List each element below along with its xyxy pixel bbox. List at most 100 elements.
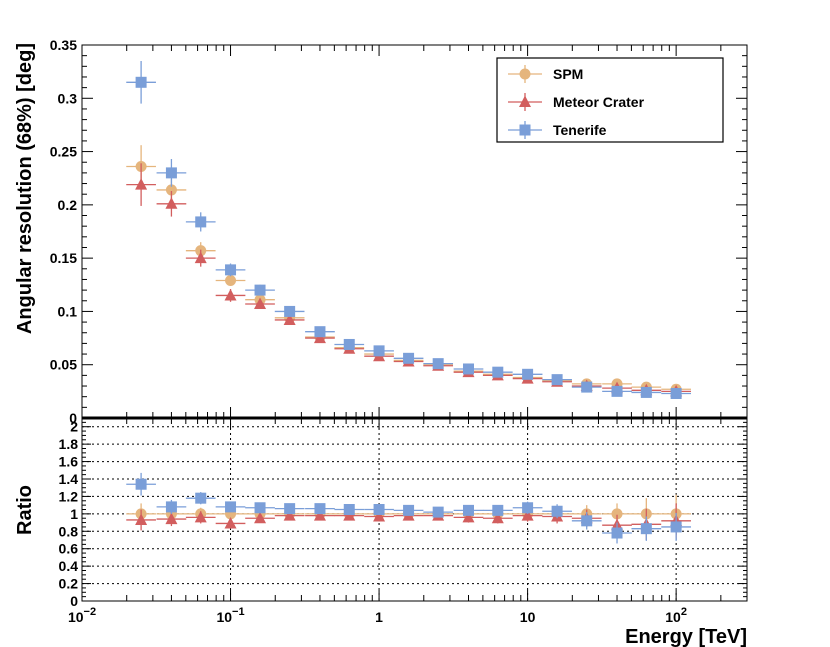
x-axis-tick-labels: 10−2 10−1 1 10 102: [68, 606, 687, 625]
data-point: [462, 504, 474, 516]
data-point: [254, 502, 266, 514]
bottom-y-tick-label: 1.6: [59, 454, 79, 470]
data-point: [432, 358, 444, 370]
data-point: [611, 508, 623, 520]
bottom-y-tick-label: 1.4: [59, 471, 79, 487]
top-y-tick-label: 0.2: [58, 197, 78, 213]
data-point: [135, 478, 147, 490]
data-point: [522, 502, 534, 514]
data-point: [195, 492, 207, 504]
data-point: [343, 504, 355, 515]
bottom-y-tick-label: 0.8: [59, 523, 79, 539]
data-point: [313, 509, 326, 521]
data-point: [581, 381, 593, 393]
bottom-y-tick-label: 0.6: [59, 541, 79, 557]
data-point: [225, 264, 237, 276]
data-point: [403, 352, 415, 364]
data-point: [284, 503, 296, 515]
data-point: [283, 313, 296, 325]
data-point: [135, 178, 148, 190]
ratio-series-tenerife: [126, 472, 691, 544]
bottom-y-tick-label: 0.4: [59, 558, 79, 574]
legend: SPM Meteor Crater Tenerife: [496, 57, 724, 143]
x-tick-label-exponent: 2: [681, 606, 687, 618]
top-y-tick-label: 0.3: [58, 90, 78, 106]
top-series-tenerife: [126, 60, 691, 399]
data-point: [373, 504, 385, 515]
top-y-tick-label: 0.1: [58, 303, 78, 319]
data-point: [522, 368, 534, 380]
data-point: [670, 387, 682, 399]
top-y-tick-label: 0: [69, 410, 77, 426]
data-point: [194, 251, 207, 264]
data-point: [432, 506, 444, 518]
bottom-y-tick-label: 1.2: [59, 488, 79, 504]
top-y-tick-label: 0.15: [50, 250, 77, 266]
bottom-y-tick-label: 1: [70, 506, 78, 522]
x-tick-label: 102: [665, 606, 687, 625]
legend-label: Tenerife: [553, 122, 607, 138]
x-tick-label-base: 10: [216, 609, 232, 625]
data-point: [283, 509, 296, 521]
bottom-y-tick-label: 1.8: [59, 436, 79, 452]
data-point: [284, 305, 296, 317]
top-y-tick-label: 0.05: [50, 357, 77, 373]
legend-marker: [519, 68, 531, 80]
data-point: [314, 326, 326, 338]
x-tick-label-exponent: −1: [232, 606, 245, 618]
data-point: [135, 76, 147, 88]
top-panel: 0 0.05 0.1 0.15 0.2 0.25 0.3 0.35: [50, 37, 748, 426]
legend-box: [496, 57, 724, 143]
data-point: [165, 501, 177, 513]
data-point: [462, 510, 475, 523]
data-point: [195, 216, 207, 228]
bottom-y-axis-title: Ratio: [14, 485, 36, 535]
data-point: [640, 523, 652, 535]
data-point: [670, 521, 682, 533]
data-point: [491, 511, 504, 524]
legend-label: SPM: [553, 66, 583, 82]
data-point: [225, 501, 237, 513]
x-tick-label: 10: [520, 609, 536, 625]
bottom-y-tick-label: 2: [70, 419, 78, 435]
legend-marker: [519, 95, 531, 107]
data-point: [194, 510, 207, 523]
data-point: [254, 511, 267, 524]
data-point: [165, 167, 177, 179]
data-point: [640, 386, 652, 398]
data-point: [224, 516, 237, 529]
bottom-panel: 00.2 0.40.6 0.81 1.21.41.6 1.82: [59, 416, 748, 609]
data-point: [165, 512, 178, 525]
data-point: [343, 338, 355, 350]
data-point: [373, 509, 386, 522]
data-point: [225, 275, 237, 287]
x-tick-label: 1: [375, 609, 383, 625]
data-point: [373, 345, 385, 357]
legend-label: Meteor Crater: [553, 94, 645, 110]
x-tick-label-base: 10: [665, 609, 681, 625]
data-point: [313, 331, 326, 344]
top-y-axis-title: Angular resolution (68%) [deg]: [14, 43, 36, 334]
data-point: [581, 515, 593, 527]
data-point: [135, 513, 148, 525]
data-point: [314, 503, 326, 515]
data-point: [521, 509, 534, 521]
data-point: [462, 363, 474, 375]
data-point: [492, 504, 504, 516]
data-point: [551, 505, 563, 517]
top-y-tick-label: 0.25: [50, 144, 77, 160]
data-point: [611, 527, 623, 539]
data-point: [254, 297, 267, 309]
legend-marker: [519, 124, 531, 136]
data-point: [254, 284, 266, 296]
x-tick-label-base: 1: [375, 609, 383, 625]
x-tick-label-base: 10: [68, 609, 84, 625]
data-point: [165, 184, 177, 196]
bottom-y-tick-label: 0.2: [59, 576, 79, 592]
bottom-y-tick-label: 0: [70, 593, 78, 609]
data-point: [403, 504, 415, 516]
data-point: [492, 366, 504, 378]
x-tick-label: 10−1: [216, 606, 244, 625]
x-axis-title: Energy [TeV]: [625, 626, 747, 647]
top-y-tick-label: 0.35: [50, 37, 77, 53]
